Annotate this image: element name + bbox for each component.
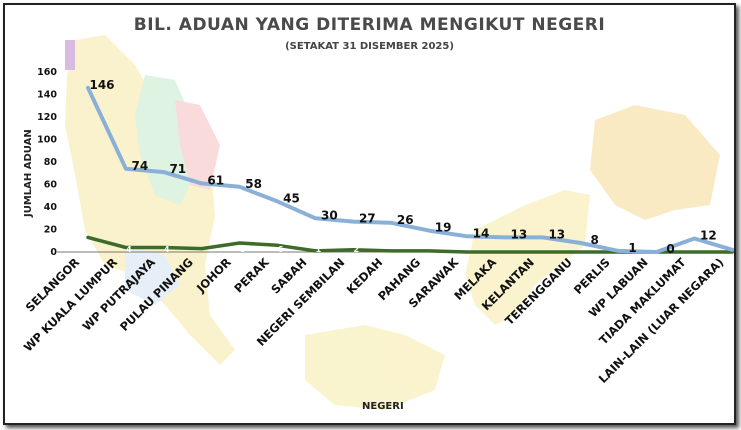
data-point xyxy=(200,181,204,185)
data-label: 30 xyxy=(321,208,338,222)
chart-title: BIL. ADUAN YANG DITERIMA MENGIKUT NEGERI xyxy=(133,15,606,35)
data-point xyxy=(541,235,545,239)
data-point xyxy=(692,237,696,240)
data-label: 74 xyxy=(132,159,149,173)
data-label: 19 xyxy=(435,221,452,235)
y-axis-title: JUMLAH ADUAN xyxy=(23,129,34,218)
y-tick-label: 0 xyxy=(50,247,57,258)
data-point xyxy=(503,250,507,254)
data-point xyxy=(465,250,469,254)
data-point xyxy=(617,249,621,253)
data-label: 61 xyxy=(207,173,224,187)
x-axis-title: NEGERI xyxy=(362,401,404,412)
data-point xyxy=(200,247,204,251)
y-axis-ticks: 0 20 40 60 80 100 120 140 160 xyxy=(37,67,57,258)
y-tick-label: 100 xyxy=(37,135,57,146)
data-point xyxy=(276,199,279,203)
y-tick-label: 40 xyxy=(44,202,58,213)
data-point xyxy=(351,248,355,252)
data-point xyxy=(503,235,507,239)
y-tick-label: 140 xyxy=(37,90,57,101)
data-label: 26 xyxy=(397,213,414,227)
secondary-label: 2 xyxy=(354,245,360,254)
category-label: PERAK xyxy=(231,254,272,295)
y-tick-label: 20 xyxy=(44,225,58,236)
data-label: 13 xyxy=(511,227,528,241)
data-label: 58 xyxy=(245,177,262,191)
data-point xyxy=(730,248,734,252)
secondary-label: 4 xyxy=(126,245,132,254)
data-label: 8 xyxy=(591,233,599,247)
data-point xyxy=(238,185,242,189)
data-point xyxy=(427,249,431,253)
data-point xyxy=(276,243,279,247)
data-point xyxy=(655,250,658,254)
data-label: 45 xyxy=(283,191,300,205)
map-background xyxy=(65,35,720,410)
data-point xyxy=(692,250,696,254)
data-point xyxy=(351,220,355,224)
data-label: 14 xyxy=(473,226,490,240)
data-point xyxy=(86,86,90,90)
chart-subtitle: (SETAKAT 31 DISEMBER 2025) xyxy=(285,41,454,52)
data-point xyxy=(313,216,317,220)
data-point xyxy=(579,241,583,245)
data-label: 1 xyxy=(628,241,636,255)
secondary-data-labels: 4 4 8 6 1 2 xyxy=(126,245,359,254)
data-point xyxy=(86,235,90,239)
y-tick-label: 120 xyxy=(37,112,57,123)
data-point xyxy=(238,241,242,245)
data-labels: 146747161584530272619141313810122 xyxy=(89,78,717,256)
secondary-label: 6 xyxy=(278,245,284,254)
secondary-label: 4 xyxy=(164,245,170,254)
chart-frame: BIL. ADUAN YANG DITERIMA MENGIKUT NEGERI… xyxy=(3,3,736,425)
secondary-label: 1 xyxy=(316,245,322,254)
data-point xyxy=(124,246,128,249)
data-point xyxy=(162,170,166,174)
line-chart: JUMLAH ADUAN NEGERI 02040608010012014016… xyxy=(21,35,734,412)
y-tick-label: 160 xyxy=(37,67,57,78)
data-point xyxy=(389,249,393,253)
series-line xyxy=(86,85,734,254)
data-point xyxy=(541,250,545,254)
data-point xyxy=(389,221,393,225)
data-label: 71 xyxy=(169,162,186,176)
data-point xyxy=(465,234,469,238)
data-point xyxy=(124,167,128,171)
data-label: 27 xyxy=(359,212,376,226)
data-label: 12 xyxy=(700,229,717,243)
secondary-label: 8 xyxy=(240,245,246,254)
y-tick-label: 60 xyxy=(44,180,58,191)
data-label: 13 xyxy=(548,227,565,241)
data-label: 0 xyxy=(666,242,674,256)
series-primary xyxy=(86,85,734,254)
data-point xyxy=(162,246,166,249)
data-point xyxy=(579,250,583,254)
data-label: 146 xyxy=(89,78,114,92)
data-point xyxy=(427,229,431,233)
y-tick-label: 80 xyxy=(44,157,58,168)
data-point xyxy=(313,249,317,253)
